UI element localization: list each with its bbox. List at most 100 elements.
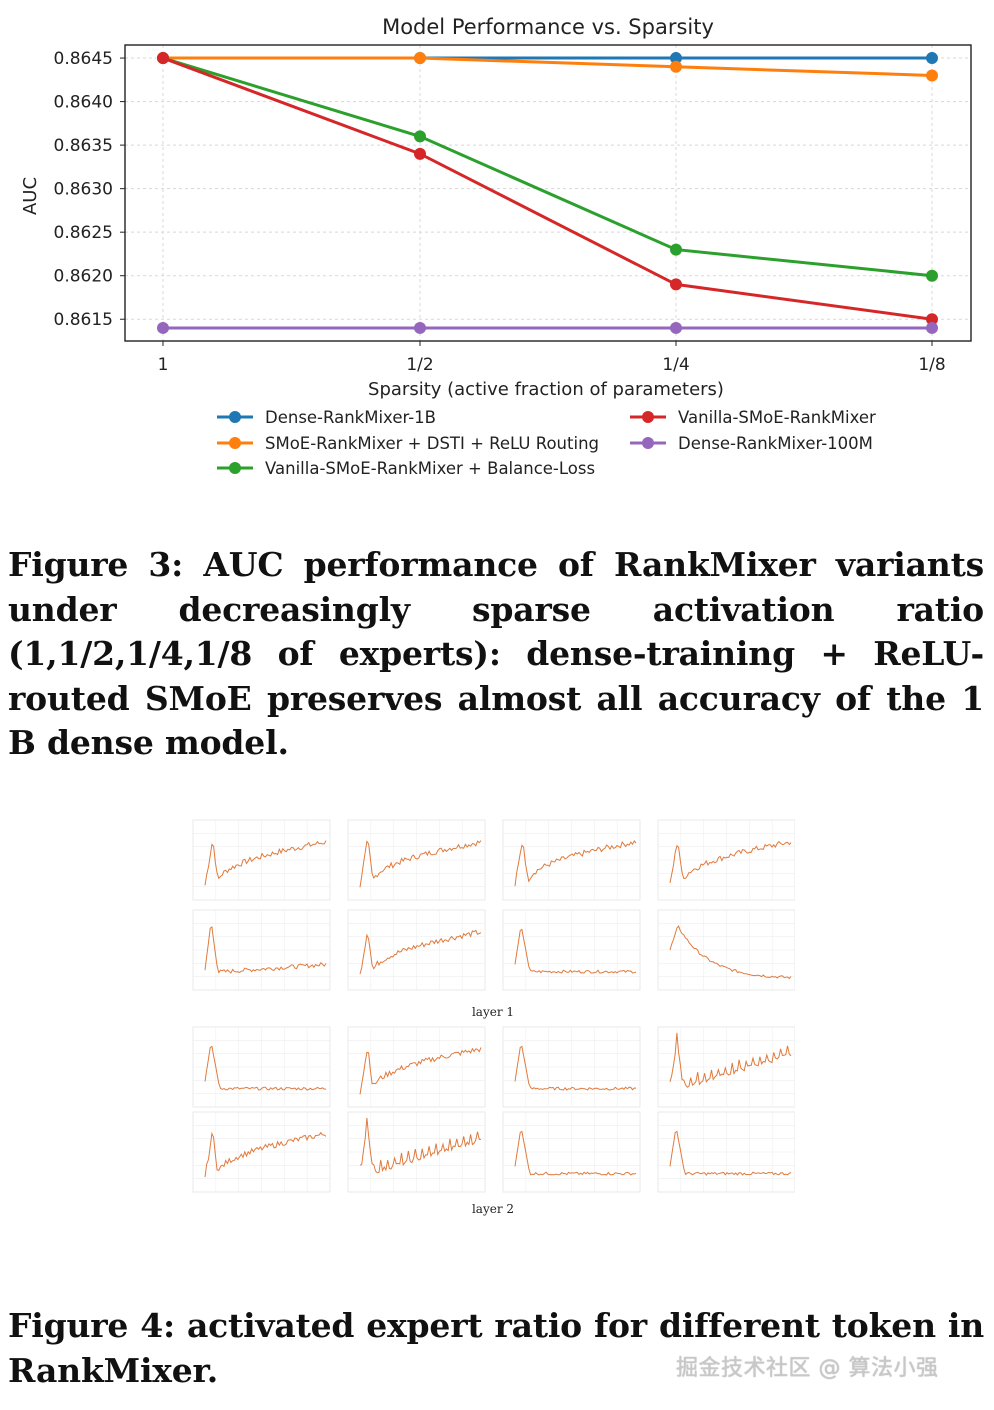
figure-4-caption: Figure 4: activated expert ratio for dif… [8,1304,984,1393]
data-point [414,147,426,160]
expert-ratio-curve [669,1130,792,1176]
legend-swatch-marker [642,437,654,449]
expert-ratio-curve [359,1047,482,1095]
expert-ratio-curve [514,1045,637,1091]
legend-item: SMoE-RankMixer + DSTI + ReLU Routing [217,434,599,453]
expert-ratio-curve [204,925,327,974]
series-line [162,56,933,278]
expert-ratio-panels [192,819,795,1193]
y-tick-label: 0.8640 [54,93,113,113]
expert-ratio-panel [192,909,331,991]
expert-ratio-curve [359,929,482,975]
series-4 [157,321,938,334]
chart-series [157,52,938,334]
data-point [670,52,682,65]
figure-4-caption-text: activated expert ratio for different tok… [8,1306,984,1390]
x-tick-label: 1/8 [918,355,945,375]
series-1 [157,52,938,82]
expert-ratio-curve [514,1130,637,1176]
figure-3-label: Figure 3: [8,545,184,584]
expert-ratio-panel [502,1026,641,1108]
legend-label: Vanilla-SMoE-RankMixer [678,408,876,427]
auc-line-chart: Model Performance vs. Sparsity 0.8615 0.8… [20,15,972,478]
data-point [157,321,169,334]
data-point [926,321,938,334]
data-point [926,69,938,82]
expert-ratio-panel [192,1026,331,1108]
series-3 [157,52,938,326]
data-point [670,243,682,256]
data-point [670,321,682,334]
legend-label: SMoE-RankMixer + DSTI + ReLU Routing [265,434,599,453]
legend-item: Vanilla-SMoE-RankMixer + Balance-Loss [217,459,595,478]
expert-ratio-curve [514,928,637,974]
expert-ratio-curve [514,839,637,887]
x-tick-label: 1 [158,355,169,375]
legend-label: Dense-RankMixer-1B [265,408,436,427]
x-axis-label: Sparsity (active fraction of parameters) [368,379,724,400]
expert-ratio-panel [502,819,641,901]
y-tick-label: 0.8645 [54,49,113,69]
expert-ratio-curve [669,1032,792,1088]
data-point [414,130,426,143]
data-point [926,52,938,65]
expert-ratio-curve [669,840,792,883]
expert-ratio-panel [657,1026,795,1108]
legend-swatch-marker [229,437,241,449]
chart-legend: Dense-RankMixer-1B SMoE-RankMixer + DSTI … [217,408,876,478]
y-tick-label: 0.8635 [54,136,113,156]
figure-4-label: Figure 4: [8,1306,175,1345]
layer-2-label: layer 2 [472,1202,514,1216]
expert-ratio-panel [192,1111,331,1193]
y-axis-label: AUC [20,177,41,215]
expert-ratio-panel [347,1111,486,1193]
y-tick-label: 0.8615 [54,310,113,330]
expert-ratio-grid-figure: layer 1 layer 2 [192,819,795,1216]
legend-item: Dense-RankMixer-1B [217,408,436,427]
expert-ratio-panel [347,819,486,901]
series-line [162,56,933,321]
x-tick-label: 1/4 [662,355,689,375]
x-tick-label: 1/2 [406,355,433,375]
x-axis-ticks: 1 1/2 1/4 1/8 [158,341,946,375]
legend-swatch-marker [642,411,654,423]
legend-item: Dense-RankMixer-100M [630,434,873,453]
figure-3-caption-text: AUC performance of RankMixer variants un… [8,545,984,762]
expert-ratio-curve [204,1045,327,1091]
chart-title: Model Performance vs. Sparsity [382,15,714,39]
expert-ratio-curve [204,840,327,886]
expert-ratio-panel [347,1026,486,1108]
data-point [414,52,426,65]
legend-item: Vanilla-SMoE-RankMixer [630,408,876,427]
legend-swatch-marker [229,462,241,474]
legend-label: Vanilla-SMoE-RankMixer + Balance-Loss [265,459,595,478]
watermark: 掘金技术社区 @ 算法小强 [676,1356,939,1381]
plot-frame [124,44,972,342]
legend-swatch-marker [229,411,241,423]
data-point [926,313,938,326]
legend-label: Dense-RankMixer-100M [678,434,873,453]
expert-ratio-curve [359,1117,481,1174]
expert-ratio-curve [204,1131,327,1178]
expert-ratio-panel [502,1111,641,1193]
expert-ratio-curve [359,840,482,888]
expert-ratio-panel [502,909,641,991]
expert-ratio-panel [192,819,331,901]
y-tick-label: 0.8625 [54,223,113,243]
series-2 [157,52,938,282]
data-point [670,60,682,73]
y-tick-label: 0.8630 [54,180,113,200]
series-line [163,56,933,77]
expert-ratio-panel [347,909,486,991]
data-point [157,52,169,65]
data-point [670,278,682,291]
expert-ratio-curve [669,925,792,980]
figure-3-caption: Figure 3: AUC performance of RankMixer v… [8,543,984,766]
data-point [926,269,938,282]
expert-ratio-panel [657,909,795,991]
data-point [414,321,426,334]
expert-ratio-panel [657,819,795,901]
y-tick-label: 0.8620 [54,267,113,287]
expert-ratio-panel [657,1111,795,1193]
layer-1-label: layer 1 [472,1005,514,1019]
